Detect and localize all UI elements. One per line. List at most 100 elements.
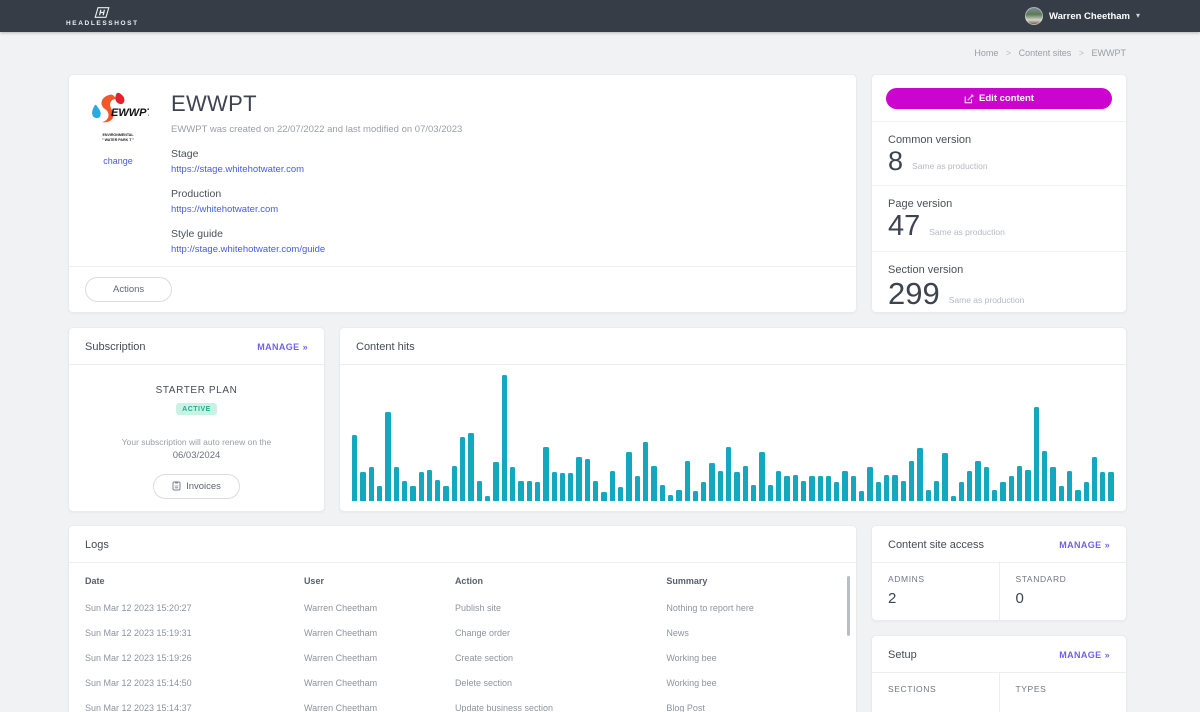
- content-site-access-card: Content site access MANAGE» ADMINS 2 STA…: [871, 525, 1127, 621]
- table-cell: Warren Cheetham: [304, 603, 455, 613]
- chart-bar: [626, 452, 631, 501]
- page-version-value: 47: [888, 212, 920, 241]
- table-cell: Warren Cheetham: [304, 678, 455, 688]
- section-version-label: Section version: [888, 264, 1110, 276]
- versions-card: Edit content Common version 8 Same as pr…: [871, 74, 1127, 313]
- table-cell: Blog Post: [666, 703, 840, 712]
- chart-bar: [909, 461, 914, 501]
- edit-content-label: Edit content: [979, 93, 1034, 104]
- top-navbar: HEADLESSHOST Warren Cheetham ▾: [0, 0, 1200, 32]
- subscription-card: Subscription MANAGE» STARTER PLAN ACTIVE…: [68, 327, 325, 512]
- style-guide-url-link[interactable]: http://stage.whitehotwater.com/guide: [171, 244, 462, 255]
- table-cell: Delete section: [455, 678, 666, 688]
- double-chevron-icon: »: [1105, 540, 1110, 550]
- chart-bar: [975, 461, 980, 501]
- chart-bar: [926, 490, 931, 501]
- common-version-note: Same as production: [912, 161, 988, 175]
- status-badge: ACTIVE: [176, 403, 217, 415]
- table-cell: Sun Mar 12 2023 15:14:37: [85, 703, 304, 712]
- change-logo-link[interactable]: change: [103, 156, 133, 166]
- table-column-header: Action: [455, 576, 666, 586]
- chart-bar: [992, 490, 997, 501]
- table-cell: Update business section: [455, 703, 666, 712]
- chart-bar: [443, 486, 448, 501]
- chart-bar: [460, 437, 465, 501]
- content-hits-title: Content hits: [356, 341, 415, 353]
- logs-table-body: Sun Mar 12 2023 15:20:27Warren CheethamP…: [69, 595, 856, 712]
- standard-label: STANDARD: [1016, 574, 1127, 584]
- page-version-label: Page version: [888, 198, 1110, 210]
- stage-url-link[interactable]: https://stage.whitehotwater.com: [171, 164, 462, 175]
- invoices-label: Invoices: [186, 481, 221, 492]
- chart-bar: [967, 471, 972, 501]
- common-version-value: 8: [888, 148, 903, 175]
- breadcrumb-content-sites[interactable]: Content sites: [1019, 48, 1072, 58]
- standard-value: 0: [1016, 590, 1127, 607]
- chart-bar: [1084, 482, 1089, 501]
- admins-label: ADMINS: [888, 574, 999, 584]
- plan-name: STARTER PLAN: [69, 385, 324, 396]
- table-cell: Warren Cheetham: [304, 703, 455, 712]
- chart-bar: [1017, 466, 1022, 501]
- chart-bar: [1034, 407, 1039, 502]
- renew-date: 06/03/2024: [69, 450, 324, 461]
- chart-bar: [826, 476, 831, 501]
- chart-bar: [468, 433, 473, 501]
- admins-value: 2: [888, 590, 999, 607]
- site-logo-caption-2: " WATER PARK T ": [87, 138, 149, 143]
- chart-bar: [452, 466, 457, 501]
- edit-content-button[interactable]: Edit content: [886, 88, 1112, 109]
- chart-bar: [1050, 467, 1055, 501]
- chart-bar: [851, 476, 856, 501]
- access-manage-link[interactable]: MANAGE»: [1059, 540, 1110, 550]
- setup-card: Setup MANAGE» SECTIONS TYPES: [871, 635, 1127, 712]
- chart-bar: [718, 471, 723, 501]
- table-cell: Sun Mar 12 2023 15:19:31: [85, 628, 304, 638]
- double-chevron-icon: »: [1105, 650, 1110, 660]
- chart-bar: [793, 475, 798, 501]
- chart-bar: [585, 459, 590, 501]
- chart-bar: [818, 476, 823, 501]
- table-column-header: User: [304, 576, 455, 586]
- content-hits-chart: [340, 365, 1126, 511]
- table-cell: Change order: [455, 628, 666, 638]
- chart-bar: [917, 448, 922, 501]
- chart-bar: [726, 447, 731, 501]
- content-hits-card: Content hits: [339, 327, 1127, 512]
- production-url-link[interactable]: https://whitehotwater.com: [171, 204, 462, 215]
- table-cell: Working bee: [666, 653, 840, 663]
- chart-bar: [701, 482, 706, 501]
- headlesshost-logo-icon: [94, 6, 110, 19]
- sections-stat: SECTIONS: [872, 673, 999, 712]
- breadcrumb-separator: >: [1079, 48, 1084, 58]
- table-row: Sun Mar 12 2023 15:14:37Warren CheethamU…: [69, 696, 856, 712]
- chart-bar: [709, 463, 714, 501]
- chart-bar: [834, 482, 839, 501]
- subscription-manage-link[interactable]: MANAGE»: [257, 342, 308, 352]
- breadcrumb-home[interactable]: Home: [974, 48, 998, 58]
- stage-label: Stage: [171, 148, 462, 160]
- chart-bar: [576, 457, 581, 501]
- setup-manage-link[interactable]: MANAGE»: [1059, 650, 1110, 660]
- section-version-note: Same as production: [949, 295, 1025, 309]
- logs-scrollbar[interactable]: [847, 576, 850, 636]
- user-menu[interactable]: Warren Cheetham ▾: [1025, 7, 1140, 25]
- standard-stat: STANDARD 0: [999, 563, 1127, 620]
- chart-bar: [934, 481, 939, 501]
- chart-bar: [876, 482, 881, 501]
- style-guide-label: Style guide: [171, 228, 462, 240]
- chart-bar: [385, 412, 390, 501]
- table-row: Sun Mar 12 2023 15:19:31Warren CheethamC…: [69, 620, 856, 645]
- chart-bar: [1009, 476, 1014, 501]
- chart-bar: [1092, 457, 1097, 501]
- chart-bar: [502, 375, 507, 501]
- page-version-section: Page version 47 Same as production: [872, 185, 1126, 251]
- logs-title: Logs: [85, 539, 109, 551]
- invoices-button[interactable]: Invoices: [153, 474, 240, 499]
- brand[interactable]: HEADLESSHOST: [66, 6, 139, 27]
- svg-text:EWWPT: EWWPT: [111, 107, 149, 119]
- actions-button[interactable]: Actions: [85, 277, 172, 302]
- chart-bar: [759, 452, 764, 501]
- chart-bar: [1042, 451, 1047, 501]
- renew-text: Your subscription will auto renew on the: [69, 437, 324, 447]
